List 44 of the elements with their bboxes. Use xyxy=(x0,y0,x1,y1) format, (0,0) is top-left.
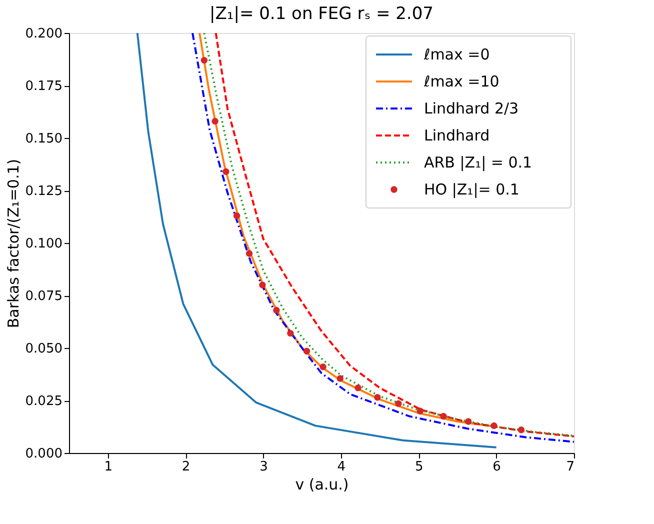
legend-label: Lindhard 2/3 xyxy=(424,100,519,118)
point xyxy=(354,384,362,392)
point xyxy=(287,330,294,337)
y-tick-label: 0.100 xyxy=(25,236,62,252)
point xyxy=(200,56,208,64)
point xyxy=(233,212,240,220)
point xyxy=(395,400,402,407)
point xyxy=(303,348,310,354)
point xyxy=(222,168,230,175)
x-tick-label: 1 xyxy=(104,460,112,474)
point xyxy=(273,306,280,314)
point xyxy=(490,422,498,430)
legend-label: ℓmax =0 xyxy=(423,46,490,64)
x-tick-label: 2 xyxy=(182,460,190,474)
y-tick-label: 0.000 xyxy=(25,446,62,462)
y-tick-label: 0.200 xyxy=(25,26,62,42)
point xyxy=(246,250,253,257)
point xyxy=(259,282,266,288)
point xyxy=(374,394,381,401)
y-axis-title: Barkas factor/(Z₁=0.1) xyxy=(4,158,22,328)
legend-label: HO |Z₁|= 0.1 xyxy=(424,180,520,198)
y-tick-label: 0.175 xyxy=(25,79,62,94)
point xyxy=(336,375,344,382)
x-tick-label: 7 xyxy=(566,460,574,474)
x-tick-label: 6 xyxy=(492,460,501,474)
y-tick-label: 0.150 xyxy=(25,132,62,146)
point xyxy=(320,364,326,370)
legend-label: Lindhard xyxy=(424,126,490,144)
x-tick-label: 4 xyxy=(337,460,346,474)
legend-label: ℓmax =10 xyxy=(423,72,500,90)
point xyxy=(416,408,424,414)
y-tick-label: 0.125 xyxy=(25,184,62,199)
point xyxy=(518,426,525,434)
y-tick-label: 0.050 xyxy=(25,342,62,356)
x-axis-title: v (a.u.) xyxy=(295,476,349,494)
point xyxy=(212,118,218,125)
legend-label: ARB |Z₁| = 0.1 xyxy=(424,154,532,172)
y-tick-label: 0.025 xyxy=(25,394,62,409)
point xyxy=(440,412,447,420)
x-tick-label: 3 xyxy=(260,460,268,474)
point xyxy=(464,418,472,425)
chart-title: |Z₁|= 0.1 on FEG rₛ = 2.07 xyxy=(210,4,434,24)
x-tick-label: 5 xyxy=(414,460,424,474)
y-tick-label: 0.075 xyxy=(25,289,62,304)
